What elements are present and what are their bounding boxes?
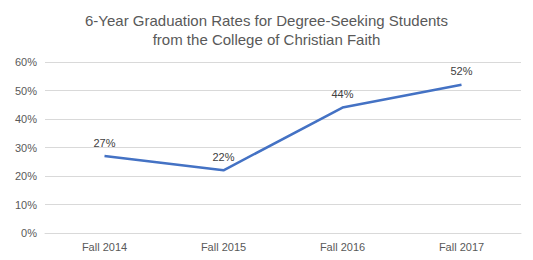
svg-text:44%: 44% xyxy=(331,88,353,100)
svg-text:22%: 22% xyxy=(212,151,234,163)
svg-text:52%: 52% xyxy=(450,65,472,77)
svg-text:27%: 27% xyxy=(93,137,115,149)
svg-text:50%: 50% xyxy=(15,85,37,97)
svg-text:0%: 0% xyxy=(21,227,37,239)
svg-text:30%: 30% xyxy=(15,142,37,154)
svg-text:Fall 2016: Fall 2016 xyxy=(320,241,365,253)
svg-text:6-Year Graduation Rates for De: 6-Year Graduation Rates for Degree-Seeki… xyxy=(85,12,448,29)
svg-text:40%: 40% xyxy=(15,113,37,125)
svg-text:Fall 2015: Fall 2015 xyxy=(201,241,246,253)
svg-text:Fall 2017: Fall 2017 xyxy=(439,241,484,253)
svg-text:60%: 60% xyxy=(15,56,37,68)
svg-text:10%: 10% xyxy=(15,199,37,211)
svg-text:20%: 20% xyxy=(15,170,37,182)
svg-text:Fall 2014: Fall 2014 xyxy=(82,241,127,253)
svg-text:from the College of Christian: from the College of Christian Faith xyxy=(153,31,381,48)
